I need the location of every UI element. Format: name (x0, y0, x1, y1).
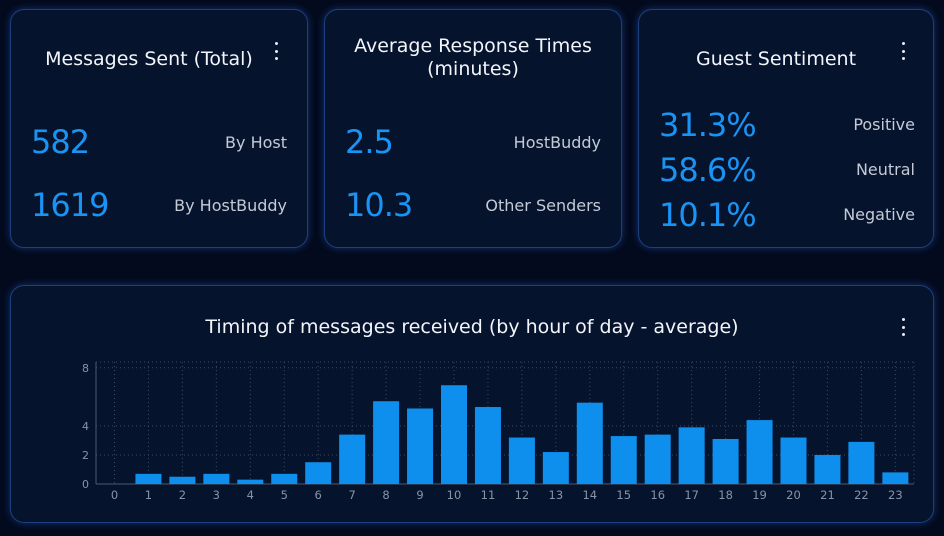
messages-by-host-value: 582 (31, 123, 90, 161)
x-tick-label: 21 (820, 488, 835, 502)
bar-hour-10 (441, 385, 467, 484)
response-other-value: 10.3 (345, 186, 413, 224)
response-times-title-line2: (minutes) (427, 58, 519, 80)
x-tick-label: 1 (145, 488, 152, 502)
bar-hour-13 (542, 452, 569, 484)
bar-hour-15 (610, 436, 637, 484)
kebab-menu-icon[interactable] (901, 318, 905, 336)
x-tick-label: 22 (854, 488, 869, 502)
x-tick-label: 9 (416, 488, 423, 502)
response-hostbuddy-value: 2.5 (345, 123, 394, 161)
x-tick-label: 14 (582, 488, 597, 502)
x-tick-label: 23 (888, 488, 903, 502)
y-tick-label: 2 (82, 449, 89, 462)
chart-title: Timing of messages received (by hour of … (205, 316, 739, 338)
bar-hour-16 (644, 434, 671, 484)
x-tick-label: 13 (549, 488, 564, 502)
bar-hour-11 (474, 407, 501, 484)
x-tick-label: 12 (515, 488, 530, 502)
guest-sentiment-title: Guest Sentiment (695, 48, 857, 70)
timing-chart-card: Timing of messages received (by hour of … (10, 285, 934, 523)
messages-by-host-label: By Host (225, 133, 287, 152)
bar-hour-21 (814, 454, 841, 484)
x-tick-label: 0 (111, 488, 118, 502)
sentiment-negative-value: 10.1% (659, 196, 757, 234)
messages-by-hostbuddy-value: 1619 (31, 186, 109, 224)
x-tick-label: 17 (684, 488, 699, 502)
bar-hour-3 (203, 473, 230, 484)
x-tick-label: 19 (752, 488, 767, 502)
bar-hour-20 (780, 437, 807, 484)
bar-hour-18 (712, 438, 739, 484)
bar-hour-5 (271, 473, 298, 484)
response-times-title-line1: Average Response Times (354, 35, 592, 57)
x-tick-label: 16 (650, 488, 665, 502)
response-other-label: Other Senders (485, 196, 601, 215)
bar-hour-23 (882, 472, 909, 484)
x-tick-label: 15 (616, 488, 631, 502)
x-tick-label: 8 (382, 488, 389, 502)
bar-hour-19 (746, 420, 773, 484)
messages-by-hostbuddy-label: By HostBuddy (174, 196, 287, 215)
bar-hour-8 (373, 401, 400, 484)
sentiment-negative-label: Negative (843, 205, 915, 224)
sentiment-neutral-value: 58.6% (659, 151, 757, 189)
bar-hour-7 (339, 434, 366, 484)
bar-hour-12 (508, 437, 535, 484)
bar-hour-1 (135, 473, 162, 484)
messages-sent-title: Messages Sent (Total) (45, 48, 253, 70)
sentiment-positive-label: Positive (853, 115, 915, 134)
sentiment-neutral-label: Neutral (855, 160, 915, 179)
guest-sentiment-card: Guest Sentiment 31.3% Positive 58.6% Neu… (638, 9, 934, 248)
y-tick-label: 8 (82, 362, 89, 375)
x-tick-label: 5 (281, 488, 288, 502)
bar-hour-9 (407, 408, 434, 484)
y-tick-label: 0 (82, 478, 89, 491)
x-tick-label: 2 (179, 488, 186, 502)
kebab-menu-icon[interactable] (901, 42, 905, 60)
y-tick-label: 4 (82, 420, 89, 433)
sentiment-positive-value: 31.3% (659, 106, 757, 144)
kebab-menu-icon[interactable] (274, 42, 278, 60)
response-hostbuddy-label: HostBuddy (513, 133, 601, 152)
messages-sent-card: Messages Sent (Total) 582 By Host 1619 B… (10, 9, 308, 248)
response-times-card: Average Response Times (minutes) 2.5 Hos… (324, 9, 622, 248)
x-tick-label: 11 (481, 488, 496, 502)
x-tick-label: 4 (247, 488, 254, 502)
x-tick-label: 3 (213, 488, 220, 502)
x-tick-label: 6 (315, 488, 322, 502)
x-tick-label: 10 (447, 488, 462, 502)
bar-hour-22 (848, 441, 875, 484)
bar-hour-2 (169, 476, 196, 484)
bar-hour-14 (576, 402, 603, 484)
bar-hour-4 (237, 479, 264, 484)
x-tick-label: 20 (786, 488, 801, 502)
bar-hour-6 (305, 462, 332, 484)
bar-hour-17 (678, 427, 705, 484)
x-tick-label: 18 (718, 488, 733, 502)
x-tick-label: 7 (348, 488, 355, 502)
